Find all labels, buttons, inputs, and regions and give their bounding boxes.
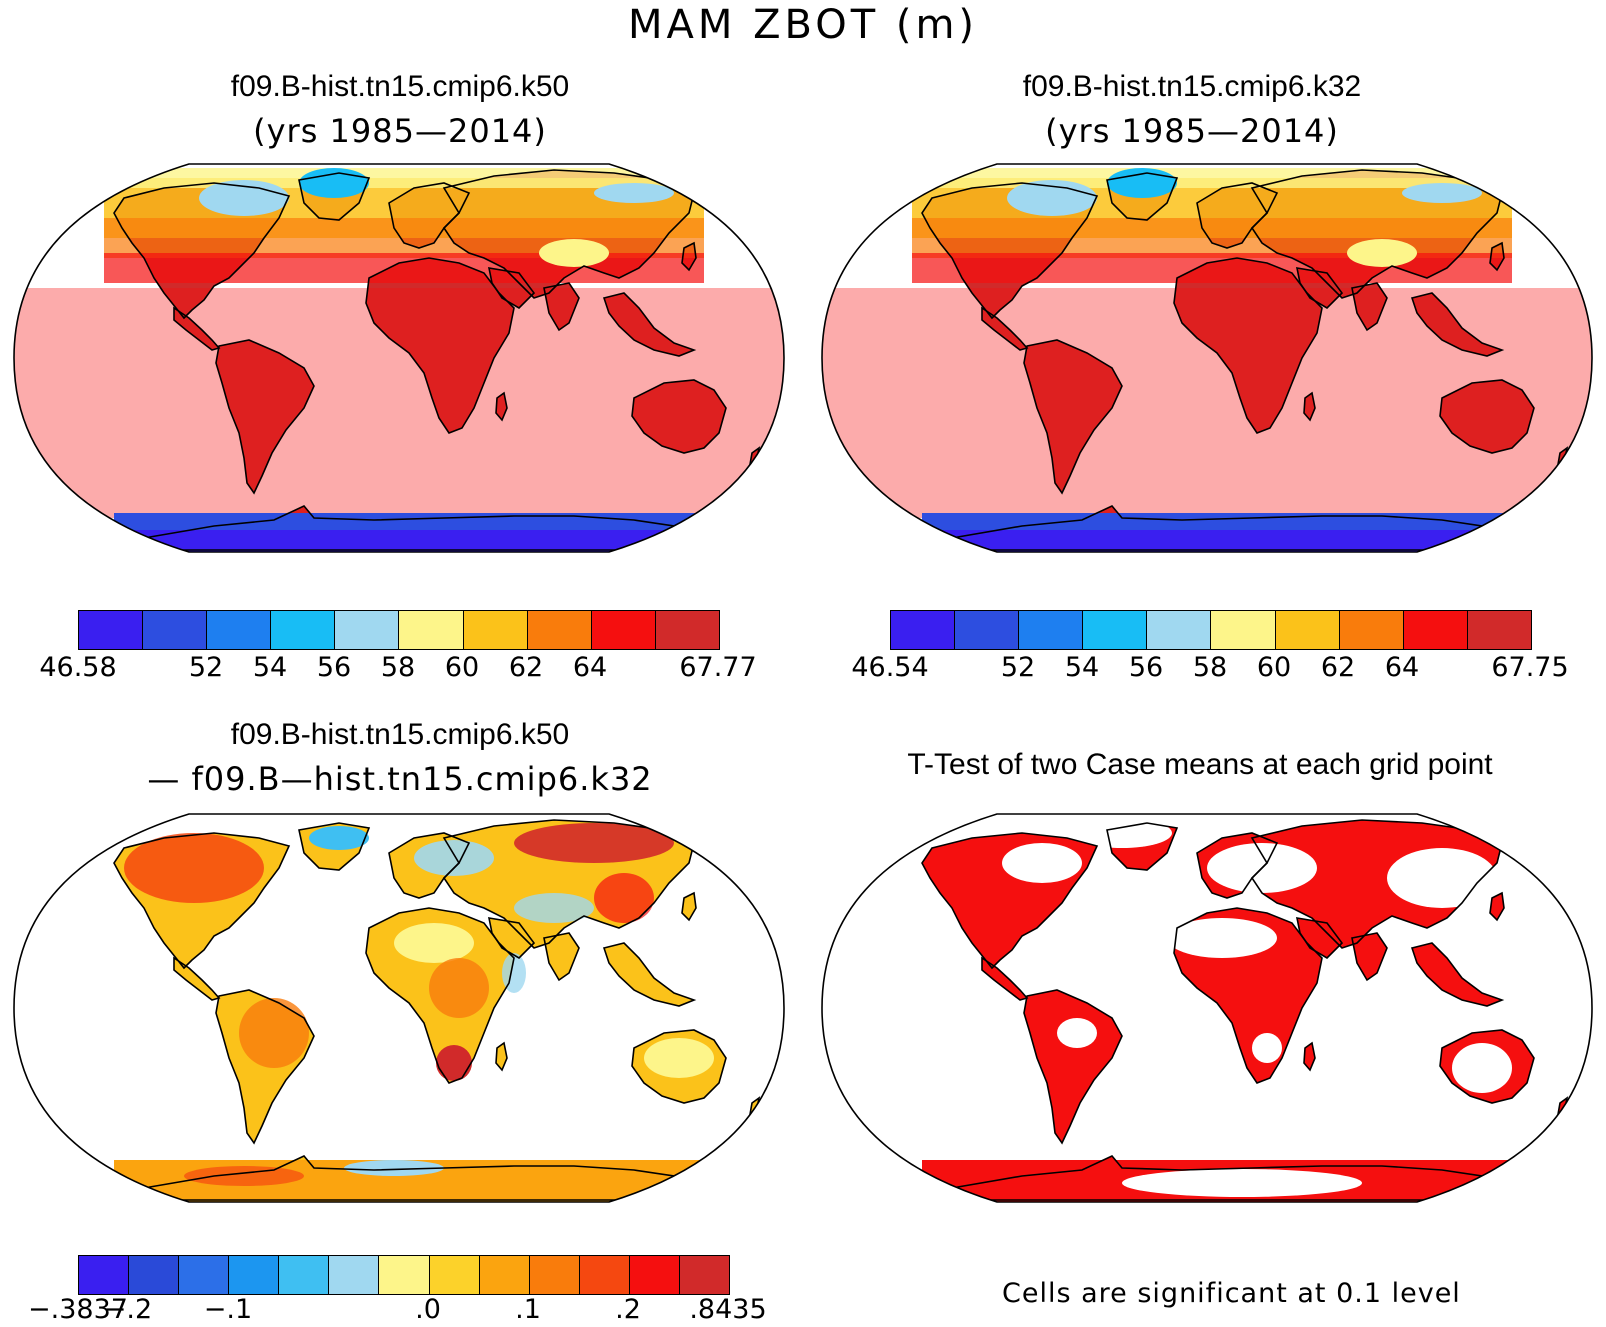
figure-title: MAM ZBOT (m) [627, 2, 979, 48]
panel-b-map [821, 163, 1593, 553]
colorbar-c-swatch [429, 1256, 480, 1294]
colorbar-c-swatch [329, 1256, 380, 1294]
panel-c-colorbar [78, 1255, 730, 1295]
colorbar-b-tick-label: 56 [1128, 652, 1164, 683]
panel-b-title: f09.B-hist.tn15.cmip6.k32 [1022, 70, 1362, 103]
colorbar-c-swatch [79, 1256, 130, 1294]
colorbar-b-swatch [1275, 611, 1340, 649]
colorbar-a-tick-label: 58 [380, 652, 416, 683]
colorbar-c-swatch [179, 1256, 230, 1294]
colorbar-a-swatch [591, 611, 656, 649]
panel-a-title: f09.B-hist.tn15.cmip6.k50 [230, 70, 570, 103]
colorbar-b-tick-label: 52 [1000, 652, 1036, 683]
colorbar-b-swatch [1083, 611, 1148, 649]
colorbar-a-swatch [79, 611, 144, 649]
colorbar-c-swatch [529, 1256, 580, 1294]
colorbar-c-swatch [129, 1256, 180, 1294]
colorbar-a-swatch [399, 611, 464, 649]
colorbar-c-swatch [679, 1256, 730, 1294]
significance-note: Cells are significant at 0.1 level [1002, 1278, 1461, 1309]
colorbar-c-tick-label: −.2 [103, 1294, 153, 1325]
colorbar-c-swatch [379, 1256, 430, 1294]
colorbar-b-swatch [955, 611, 1020, 649]
colorbar-a-tick-label: 67.77 [679, 652, 757, 683]
panel-d-map [821, 813, 1593, 1203]
panel-a-colorbar [78, 610, 720, 650]
colorbar-a-swatch [335, 611, 400, 649]
colorbar-a-tick-label: 52 [188, 652, 224, 683]
colorbar-a-tick-label: 56 [316, 652, 352, 683]
colorbar-a-swatch [143, 611, 208, 649]
colorbar-a-swatch [527, 611, 592, 649]
colorbar-c-swatch [629, 1256, 680, 1294]
colorbar-b-swatch [1211, 611, 1276, 649]
colorbar-a-tick-label: 54 [252, 652, 288, 683]
colorbar-a-swatch [207, 611, 272, 649]
colorbar-c-tick-label: .1 [515, 1294, 541, 1325]
colorbar-b-swatch [1147, 611, 1212, 649]
panel-b-subtitle: (yrs 1985—2014) [1045, 112, 1339, 150]
panel-c-subtitle: — f09.B—hist.tn15.cmip6.k32 [147, 760, 653, 798]
colorbar-b-tick-label: 46.54 [851, 652, 929, 683]
colorbar-a-tick-label: 62 [508, 652, 544, 683]
panel-c-map [13, 813, 785, 1203]
colorbar-c-swatch [229, 1256, 280, 1294]
colorbar-c-tick-label: .0 [415, 1294, 441, 1325]
colorbar-b-swatch [1403, 611, 1468, 649]
panel-b-colorbar-labels: 46.54 52 54 56 58 60 62 64 67.75 [851, 652, 1568, 688]
colorbar-b-swatch [1467, 611, 1531, 649]
colorbar-a-tick-label: 64 [572, 652, 608, 683]
colorbar-b-swatch [1019, 611, 1084, 649]
colorbar-b-tick-label: 54 [1064, 652, 1100, 683]
colorbar-b-swatch [1339, 611, 1404, 649]
colorbar-c-tick-label: .8435 [689, 1294, 767, 1325]
colorbar-a-swatch [271, 611, 336, 649]
colorbar-b-tick-label: 58 [1192, 652, 1228, 683]
colorbar-a-swatch [655, 611, 719, 649]
colorbar-c-tick-label: .2 [615, 1294, 641, 1325]
panel-a-map [13, 163, 785, 553]
colorbar-c-swatch [479, 1256, 530, 1294]
panel-d-title: T-Test of two Case means at each grid po… [907, 748, 1493, 781]
panel-c-colorbar-labels: −.3837 −.2 −.1 .0 .1 .2 .8435 [28, 1294, 767, 1327]
colorbar-c-tick-label: −.3837 [28, 1294, 128, 1325]
colorbar-c-swatch [279, 1256, 330, 1294]
colorbar-b-swatch [891, 611, 956, 649]
panel-c-title: f09.B-hist.tn15.cmip6.k50 [230, 718, 570, 751]
panel-a-colorbar-labels: 46.58 52 54 56 58 60 62 64 67.77 [39, 652, 756, 688]
colorbar-a-swatch [463, 611, 528, 649]
colorbar-b-tick-label: 64 [1384, 652, 1420, 683]
colorbar-b-tick-label: 67.75 [1491, 652, 1569, 683]
colorbar-c-swatch [579, 1256, 630, 1294]
colorbar-a-tick-label: 60 [444, 652, 480, 683]
colorbar-a-tick-label: 46.58 [39, 652, 117, 683]
colorbar-c-tick-label: −.1 [203, 1294, 253, 1325]
panel-a-subtitle: (yrs 1985—2014) [253, 112, 547, 150]
colorbar-b-tick-label: 60 [1256, 652, 1292, 683]
colorbar-b-tick-label: 62 [1320, 652, 1356, 683]
panel-b-colorbar [890, 610, 1532, 650]
